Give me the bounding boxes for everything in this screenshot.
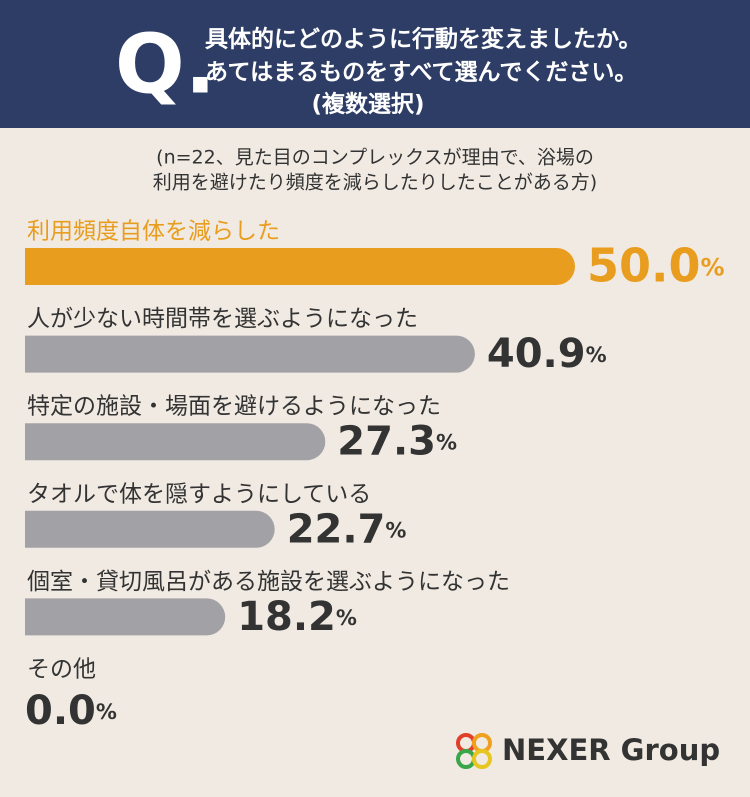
value-unit: % bbox=[436, 431, 457, 455]
bar bbox=[25, 248, 575, 285]
subtitle: (n=22、見た目のコンプレックスが理由で、浴場の bbox=[156, 147, 594, 169]
title-line: (複数選択) bbox=[311, 91, 424, 118]
value-number: 18.2 bbox=[237, 594, 336, 640]
value-label: 27.3% bbox=[337, 419, 457, 465]
category-label: その他 bbox=[27, 657, 96, 683]
value-unit: % bbox=[385, 518, 406, 542]
category-label: 人が少ない時間帯を選ぶようになった bbox=[27, 306, 418, 332]
value-number: 22.7 bbox=[287, 506, 386, 552]
logo-text: NEXER Group bbox=[502, 733, 720, 767]
value-number: 50.0 bbox=[587, 238, 701, 292]
header bbox=[0, 0, 750, 128]
bar bbox=[25, 335, 475, 373]
subtitle: 利用を避けたり頻度を減らしたりしたことがある方) bbox=[153, 172, 597, 194]
value-number: 40.9 bbox=[487, 331, 586, 377]
category-label: タオルで体を隠すようにしている bbox=[27, 481, 371, 507]
title-line: あてはまるものをすべて選んでください。 bbox=[205, 60, 637, 86]
value-unit: % bbox=[701, 254, 725, 282]
value-label: 50.0% bbox=[587, 238, 725, 292]
title-line: 具体的にどのように行動を変えましたか。 bbox=[205, 26, 642, 53]
bar bbox=[25, 598, 226, 636]
value-label: 0.0% bbox=[25, 688, 117, 734]
category-label: 特定の施設・場面を避けるようになった bbox=[27, 394, 441, 420]
bar bbox=[25, 510, 275, 548]
category-label: 個室・貸切風呂がある施設を選ぶようになった bbox=[27, 569, 510, 595]
value-label: 22.7% bbox=[287, 506, 407, 552]
value-number: 0.0 bbox=[25, 688, 96, 734]
value-unit: % bbox=[336, 606, 357, 630]
value-unit: % bbox=[586, 343, 607, 367]
q-mark: Q. bbox=[115, 17, 216, 112]
value-number: 27.3 bbox=[337, 419, 436, 465]
value-label: 40.9% bbox=[487, 331, 607, 377]
bar bbox=[25, 423, 326, 461]
value-unit: % bbox=[96, 700, 117, 724]
category-label: 利用頻度自体を減らした bbox=[27, 219, 280, 245]
value-label: 18.2% bbox=[237, 594, 357, 640]
logo-icon bbox=[456, 733, 492, 769]
